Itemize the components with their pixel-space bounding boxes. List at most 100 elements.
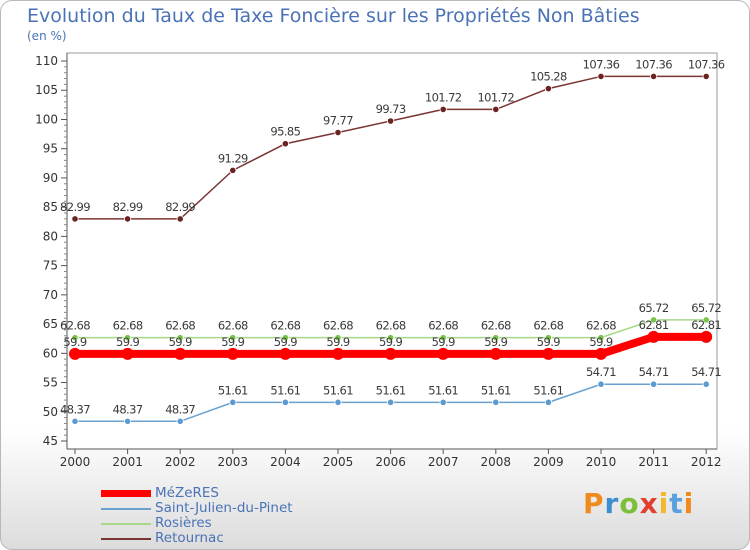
data-label: 59.9 — [116, 335, 139, 349]
data-point — [597, 380, 605, 388]
data-point — [229, 166, 237, 174]
data-label: 62.68 — [376, 319, 406, 333]
data-point — [597, 334, 605, 342]
data-point — [176, 215, 184, 223]
data-label: 51.61 — [270, 383, 300, 397]
data-point — [492, 105, 500, 114]
brand-letter: t — [669, 487, 684, 520]
data-point — [174, 347, 187, 360]
data-point — [437, 347, 450, 360]
data-point — [124, 417, 132, 425]
data-label: 62.68 — [323, 319, 353, 333]
data-point — [702, 72, 710, 81]
x-tick-label: 2004 — [270, 455, 301, 469]
data-label: 82.99 — [60, 200, 90, 214]
data-label: 62.68 — [481, 319, 511, 333]
data-point — [649, 316, 658, 324]
data-point — [544, 334, 553, 342]
data-label: 107.36 — [583, 57, 620, 71]
y-tick-label: 100 — [35, 112, 58, 126]
data-label: 51.61 — [533, 383, 563, 397]
brand-letter: i — [683, 487, 695, 520]
legend-swatch — [101, 523, 151, 525]
data-label: 101.72 — [477, 90, 514, 104]
y-tick-label: 105 — [35, 83, 58, 97]
data-label: 62.68 — [533, 319, 563, 333]
data-label: 54.71 — [639, 365, 669, 379]
y-tick-label: 45 — [43, 434, 58, 448]
legend-swatch — [101, 538, 151, 540]
data-point — [226, 347, 239, 360]
data-point — [386, 334, 395, 342]
y-tick-label: 55 — [43, 376, 58, 390]
data-label: 62.68 — [165, 319, 195, 333]
data-point — [281, 398, 289, 406]
y-tick-label: 80 — [43, 229, 58, 243]
data-label: 62.68 — [113, 319, 143, 333]
data-label: 59.9 — [63, 335, 86, 349]
y-axis-unit-label: (en %) — [27, 29, 67, 43]
data-point — [281, 140, 289, 148]
data-label: 91.29 — [218, 151, 248, 165]
data-label: 51.61 — [428, 383, 458, 397]
data-label: 51.61 — [376, 383, 406, 397]
data-label: 107.36 — [635, 57, 672, 71]
x-tick-label: 2001 — [112, 455, 143, 469]
data-point — [332, 347, 344, 360]
data-point — [649, 72, 658, 81]
data-label: 62.68 — [60, 319, 90, 333]
data-point — [700, 330, 713, 343]
y-tick-label: 90 — [43, 171, 58, 185]
data-point — [439, 398, 447, 406]
data-label: 48.37 — [113, 402, 143, 416]
y-tick-label: 75 — [43, 259, 58, 273]
data-label: 59.9 — [274, 335, 297, 349]
y-tick-label: 50 — [43, 405, 58, 419]
data-label: 62.68 — [270, 319, 300, 333]
data-point — [229, 398, 237, 406]
data-label: 59.9 — [221, 335, 244, 349]
data-point — [124, 334, 132, 342]
data-point — [71, 215, 79, 223]
y-tick-label: 60 — [43, 346, 58, 360]
y-tick-label: 110 — [35, 54, 58, 68]
data-label: 51.61 — [481, 383, 511, 397]
data-label: 101.72 — [425, 90, 462, 104]
data-point — [702, 316, 710, 324]
data-label: 54.71 — [691, 365, 721, 379]
x-tick-label: 2007 — [428, 455, 459, 469]
legend-label: Rosières — [155, 515, 212, 531]
y-tick-label: 85 — [43, 200, 58, 214]
data-label: 59.9 — [326, 335, 349, 349]
data-label: 62.81 — [639, 318, 669, 332]
data-point — [597, 72, 605, 81]
data-label: 62.68 — [218, 319, 248, 333]
legend-swatch — [101, 490, 151, 497]
data-point — [489, 347, 502, 360]
brand-letter: P — [583, 487, 605, 520]
x-tick-label: 2008 — [481, 455, 512, 469]
data-point — [647, 330, 660, 343]
data-point — [542, 347, 555, 360]
data-point — [702, 380, 710, 388]
data-label: 59.9 — [484, 335, 507, 349]
data-point — [386, 117, 395, 125]
data-label: 59.9 — [379, 335, 402, 349]
data-point — [71, 417, 79, 425]
data-point — [492, 398, 500, 406]
data-label: 59.9 — [537, 335, 560, 349]
data-point — [334, 128, 342, 137]
data-label: 62.81 — [691, 318, 721, 332]
data-point — [492, 334, 500, 342]
data-label: 48.37 — [165, 402, 195, 416]
x-tick-label: 2010 — [586, 455, 617, 469]
data-point — [121, 347, 134, 360]
data-point — [439, 334, 447, 342]
chart-title: Evolution du Taux de Taxe Foncière sur l… — [27, 5, 640, 27]
brand-logo: Proxiti — [583, 487, 694, 520]
y-tick-label: 95 — [43, 142, 58, 156]
data-point — [384, 347, 397, 360]
data-label: 59.9 — [169, 335, 192, 349]
